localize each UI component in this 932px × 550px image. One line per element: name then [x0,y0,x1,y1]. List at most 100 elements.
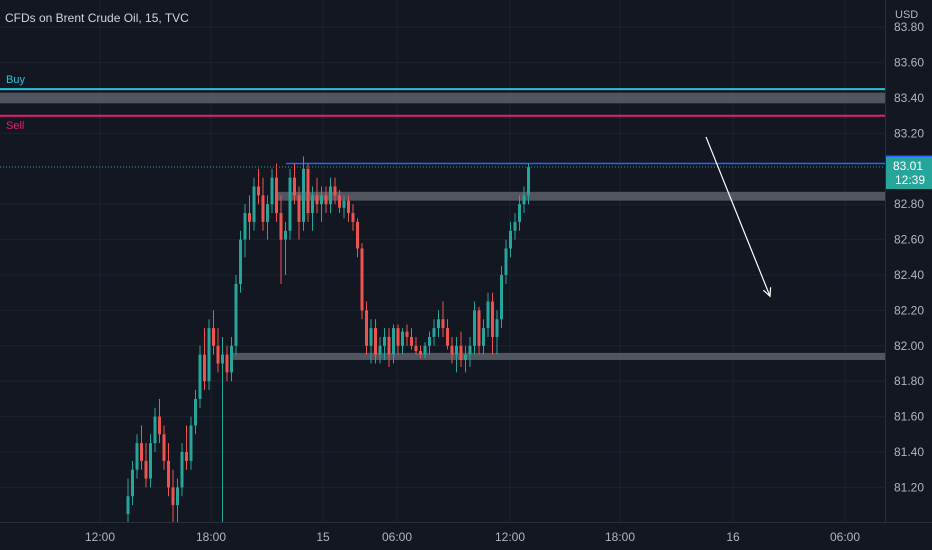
time-tick-label: 18:00 [605,530,635,544]
candle [302,156,305,231]
candle [180,443,184,497]
candle [405,324,409,346]
candle-body [320,195,323,205]
candle-body [180,452,184,488]
candle-body [329,186,332,205]
candle-body [500,275,503,320]
candle [153,407,157,452]
candle [189,416,193,470]
candle [311,186,314,231]
candle [410,328,413,350]
price-tick-label: 82.40 [894,268,924,282]
price-tick-label: 81.80 [894,374,924,388]
candle-body [162,434,166,461]
time-tick-label: 12:00 [495,530,525,544]
candle [275,163,278,222]
candle [329,177,332,214]
candle-body [140,443,143,461]
candle [459,331,463,368]
support-resistance-zones [0,92,885,360]
candle [392,324,395,364]
candle-body [477,310,481,346]
candle-body [365,310,368,346]
candle [338,190,341,214]
candle-body [149,443,152,479]
time-tick-label: 15 [316,530,330,544]
price-tick-label: 82.80 [894,197,924,211]
candle [365,301,368,355]
candle-body [378,345,382,355]
candle [248,195,251,240]
candle-body [351,213,355,222]
sell-label: Sell [6,120,24,132]
candle [477,306,481,355]
candle-body [270,177,274,205]
candle [396,324,400,355]
candle [131,460,134,506]
candle [176,478,179,522]
candle [482,319,485,355]
candle-body [356,221,359,249]
price-tick-label: 81.20 [894,480,924,494]
drawings [705,136,772,298]
candle-body [315,195,319,205]
candle [446,319,449,350]
candle [306,163,310,222]
candle-body [342,200,346,208]
candle-body [437,319,440,329]
horizontal-levels [0,88,885,168]
candle-body [194,398,197,426]
time-tick-label: 18:00 [196,530,226,544]
candle [279,195,283,284]
candle [428,331,431,355]
candle-body [522,195,526,205]
candle [486,292,490,337]
candle-body [486,301,490,329]
candle [441,301,445,337]
candle [455,336,458,373]
candle [315,177,319,214]
candle [230,336,233,382]
currency-label[interactable]: USD [895,9,918,21]
candle-body [275,177,278,214]
zone-rect [0,92,885,104]
zone-rect [230,352,885,360]
candle-body [171,487,175,506]
candle-body [419,351,422,355]
candle [284,221,287,275]
candle-body [225,354,229,373]
candle [252,177,256,231]
candle-body [311,195,314,214]
trend-arrow-head [762,287,772,298]
candle [333,177,337,205]
price-tick-label: 81.40 [894,445,924,459]
countdown-text: 12:39 [895,173,925,187]
candle-body [288,177,292,231]
candle [347,195,350,222]
candle [432,319,436,346]
candle-body [207,328,211,382]
candle-body [387,336,391,355]
candle-body [428,336,431,346]
candle-body [185,452,188,461]
candle-body [414,345,418,352]
candle-body [302,168,305,222]
candle-body [495,319,499,337]
candle [239,230,242,293]
candle-body [144,460,148,479]
candle-body [167,460,170,488]
candle-body [252,186,256,222]
candle-body [482,328,485,346]
candle [257,168,260,205]
candle [378,336,382,364]
candle-body [513,221,517,231]
candle-body [383,336,386,346]
price-tick-label: 83.80 [894,20,924,34]
candle-body [189,425,193,461]
candle [158,398,161,444]
candle-body [432,328,436,337]
buy-label: Buy [6,74,25,86]
candle-body [396,328,400,346]
